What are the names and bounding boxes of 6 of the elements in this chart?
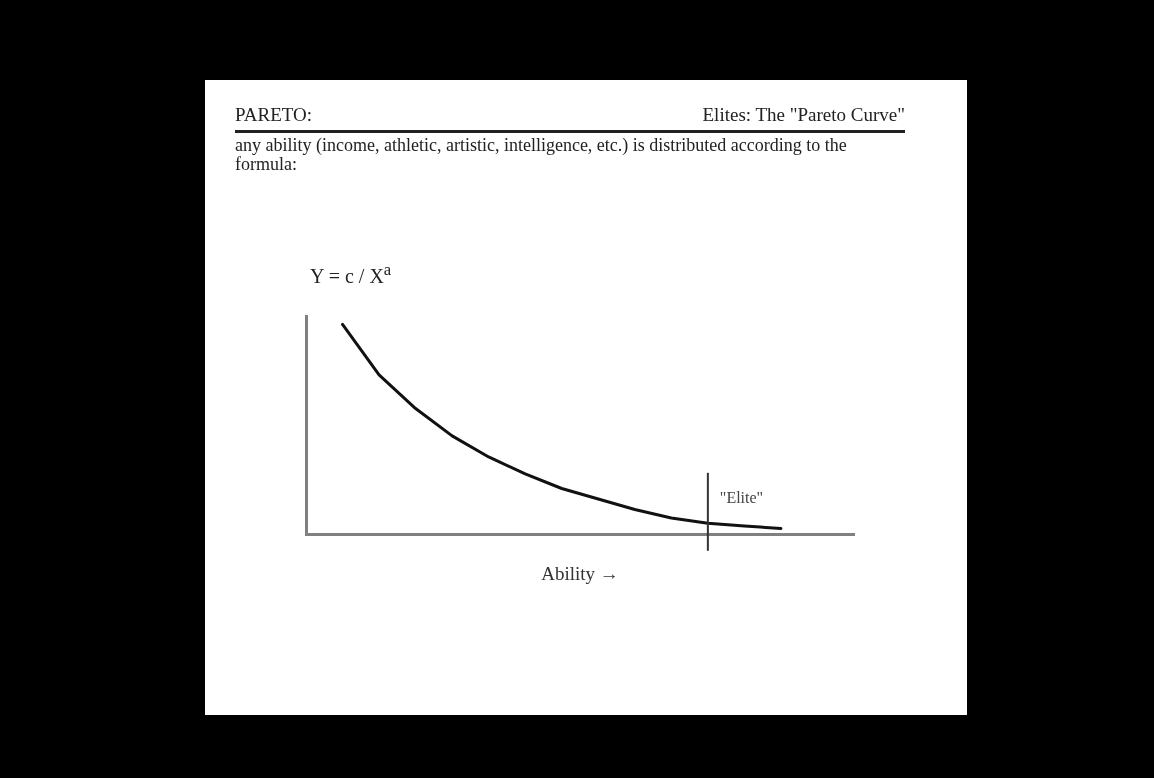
annotation: "Elite"	[719, 489, 764, 506]
text: Y = c / X$^{a}$	[310, 260, 392, 288]
chart-title: PARETO:	[235, 104, 313, 126]
x-axis-title: Ability →	[541, 562, 619, 584]
chart-subtitle: Elites: The "Pareto Curve"	[702, 104, 905, 126]
text: any ability (income, athletic, artistic, intelligence, etc.) is distributed according to the formula:	[235, 135, 848, 174]
